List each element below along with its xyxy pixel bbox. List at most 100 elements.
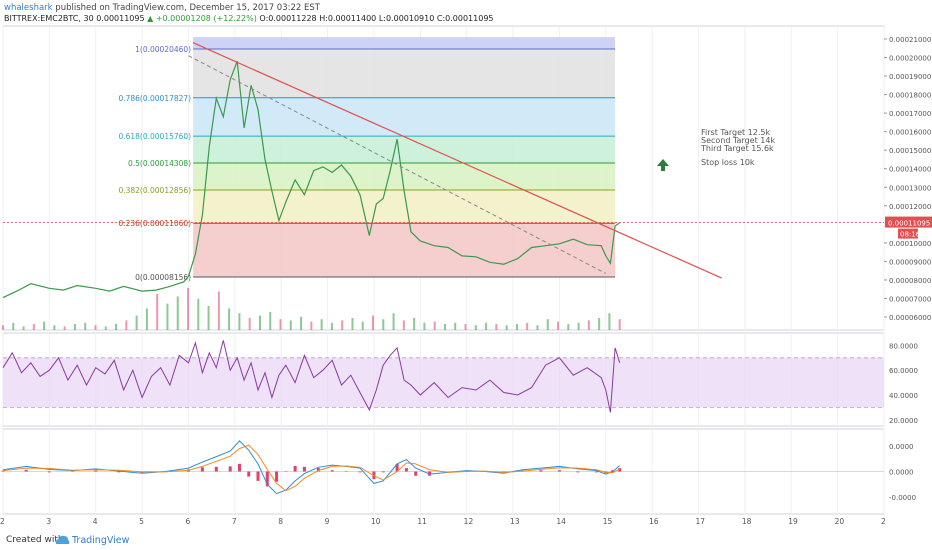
volume-bar bbox=[248, 318, 251, 330]
x-tick-label: 16 bbox=[649, 517, 659, 526]
countdown-badge bbox=[898, 228, 918, 239]
volume-bar bbox=[238, 313, 241, 330]
annotation-stop-loss: Stop loss 10k bbox=[701, 158, 755, 167]
symbol-label: BITTREX:EMC2BTC, 30 bbox=[4, 14, 94, 23]
x-tick-label: 5 bbox=[139, 517, 144, 526]
close-value: 0.00011095 bbox=[445, 14, 494, 23]
tradingview-link[interactable]: TradingView bbox=[72, 535, 130, 546]
volume-bar bbox=[125, 320, 128, 330]
volume-bar bbox=[577, 322, 580, 330]
fib-zone bbox=[193, 163, 616, 190]
y-tick-label: 0.00018000 bbox=[889, 92, 931, 100]
volume-bar bbox=[474, 325, 477, 330]
x-tick-label: 9 bbox=[325, 517, 330, 526]
fib-level-label: 0.618(0.00015760) bbox=[118, 132, 191, 141]
volume-bar bbox=[156, 294, 159, 330]
author-link[interactable]: whaleshark bbox=[4, 3, 53, 13]
y-tick-label: 0.00020000 bbox=[889, 55, 931, 63]
high-value: 0.00011400 bbox=[327, 14, 377, 23]
macd-histogram-bar bbox=[47, 471, 51, 473]
volume-bar bbox=[135, 315, 138, 330]
macd-histogram-bar bbox=[381, 471, 385, 473]
high-label: H: bbox=[319, 14, 328, 23]
macd-histogram-bar bbox=[1, 470, 5, 472]
volume-bar bbox=[341, 320, 344, 330]
volume-bar bbox=[279, 319, 282, 330]
ohlc-info: BITTREX:EMC2BTC, 30 0.00011095 ▲ +0.0000… bbox=[4, 14, 494, 23]
volume-bar bbox=[197, 298, 200, 330]
volume-bar bbox=[258, 315, 261, 330]
fib-level-label: 0.5(0.00014308) bbox=[128, 159, 191, 168]
x-tick-label: 4 bbox=[93, 517, 98, 526]
created-with-text: Created with bbox=[6, 535, 64, 545]
last-price: 0.00011095 bbox=[96, 14, 145, 23]
volume-bar bbox=[2, 325, 4, 330]
annotation-first-target: First Target 12.5k bbox=[701, 128, 771, 137]
macd-histogram-bar bbox=[265, 471, 269, 487]
macd-histogram-bar bbox=[404, 468, 408, 472]
y-tick-label: 0.00013000 bbox=[889, 184, 931, 192]
fib-level-label: 0.786(0.00017827) bbox=[118, 94, 191, 103]
volume-bar bbox=[217, 291, 220, 330]
volume-bar bbox=[166, 303, 169, 330]
volume-bar bbox=[330, 322, 333, 330]
x-tick-label: 15 bbox=[603, 517, 613, 526]
macd-histogram-bar bbox=[618, 468, 622, 472]
x-tick-label: 11 bbox=[417, 517, 427, 526]
y-tick-label: 0.00016000 bbox=[889, 129, 931, 137]
y-tick-label: 0.00007000 bbox=[889, 295, 931, 303]
macd-y-tick-label: 0.0000 bbox=[889, 469, 914, 477]
volume-bar bbox=[73, 324, 76, 330]
y-tick-label: 0.00015000 bbox=[889, 147, 931, 155]
open-value: 0.00011228 bbox=[268, 14, 317, 23]
y-tick-label: 0.00017000 bbox=[889, 110, 931, 118]
volume-bar bbox=[618, 319, 621, 330]
last-price-badge bbox=[885, 216, 932, 228]
rsi-y-tick-label: 60.0000 bbox=[889, 367, 918, 375]
target-arrow-icon bbox=[657, 159, 669, 171]
volume-bar bbox=[269, 312, 272, 330]
x-tick-label: 7 bbox=[232, 517, 237, 526]
rsi-y-tick-label: 80.0000 bbox=[889, 342, 918, 350]
rsi-y-tick-label: 20.0000 bbox=[889, 417, 918, 425]
close-label: C: bbox=[436, 14, 446, 23]
rsi-line bbox=[2, 340, 621, 413]
macd-y-tick-label: 0.0000 bbox=[889, 443, 914, 451]
volume-bar bbox=[115, 324, 118, 330]
macd-histogram-bar bbox=[228, 466, 232, 472]
dashed-diagonal-line bbox=[188, 55, 607, 274]
macd-histogram-bar bbox=[24, 469, 28, 472]
macd-histogram-bar bbox=[214, 466, 218, 472]
volume-bar bbox=[32, 324, 35, 330]
x-tick-label: 12 bbox=[464, 517, 474, 526]
volume-bar bbox=[12, 322, 15, 330]
y-tick-label: 0.00021000 bbox=[889, 36, 931, 44]
volume-bar bbox=[310, 321, 313, 330]
x-tick-label: 18 bbox=[742, 517, 752, 526]
x-tick-label: 20 bbox=[835, 517, 845, 526]
macd-histogram-bar bbox=[302, 466, 306, 472]
rsi-y-tick-label: 40.0000 bbox=[889, 392, 918, 400]
macd-histogram-bar bbox=[94, 470, 98, 472]
macd-histogram-bar bbox=[557, 470, 561, 472]
low-label: L: bbox=[378, 14, 386, 23]
volume-bar bbox=[228, 308, 231, 330]
volume-bar bbox=[187, 288, 190, 330]
macd-histogram-bar bbox=[275, 471, 279, 482]
fib-zone bbox=[193, 223, 616, 278]
volume-bar bbox=[598, 318, 601, 330]
volume-bar bbox=[423, 322, 426, 330]
macd-histogram-bar bbox=[595, 471, 599, 473]
fib-zone bbox=[193, 48, 616, 98]
macd-histogram-bar bbox=[576, 471, 580, 473]
volume-bar bbox=[567, 324, 570, 330]
volume-bar bbox=[22, 326, 25, 330]
volume-bar bbox=[63, 326, 66, 330]
fib-zone bbox=[193, 189, 616, 224]
macd-histogram-bar bbox=[247, 471, 251, 477]
open-label: O: bbox=[259, 14, 269, 23]
price-change: ▲ +0.00001208 (+12.22%) bbox=[147, 14, 257, 23]
rsi-band bbox=[3, 357, 884, 408]
publish-text: published on TradingView.com, December 1… bbox=[55, 3, 320, 13]
